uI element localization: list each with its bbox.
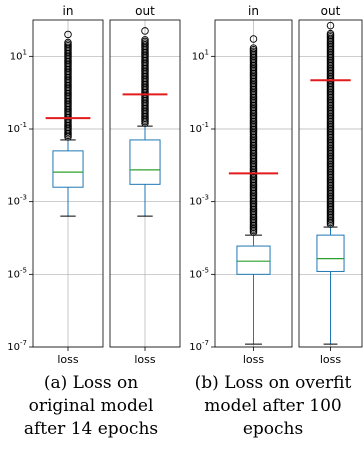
x-tick-label: loss: [243, 353, 265, 366]
x-tick-label: loss: [134, 353, 156, 366]
panel-title: out: [135, 4, 155, 18]
caption-b: (b) Loss on overfit model after 100 epoc…: [182, 372, 364, 441]
caption-a: (a) Loss on original model after 14 epoc…: [0, 372, 182, 441]
y-tick-label: 10-5: [189, 266, 209, 280]
panel-frame: [109, 19, 181, 348]
box: [129, 139, 161, 185]
y-tick-label: 10-1: [7, 121, 27, 135]
y-tick-label: 10-7: [7, 339, 27, 353]
figure-a: in loss out loss 10-7 10-5 10-3 10-1 101: [7, 4, 181, 366]
x-tick-label: loss: [57, 353, 79, 366]
outlier-point: [64, 30, 72, 39]
y-tick-label: 10-1: [189, 121, 209, 135]
caption-a-line-2: original model: [28, 396, 154, 416]
panel-out: out loss: [109, 4, 181, 366]
y-axis: 10-7 10-5 10-3 10-1 101: [189, 48, 215, 353]
outliers: [249, 35, 258, 236]
box: [52, 150, 84, 188]
figure-b: in loss out loss 10-7 10-5 10-3 10-1 101: [189, 4, 363, 366]
outliers: [326, 21, 335, 228]
panel-frame: [298, 19, 363, 348]
panel-title: in: [63, 4, 74, 18]
caption-b-line-2: model after 100: [204, 396, 342, 416]
outlier-point: [249, 44, 258, 52]
y-tick-label: 10-7: [189, 339, 209, 353]
caption-b-line-1: (b) Loss on overfit: [194, 373, 352, 393]
y-tick-label: 101: [10, 48, 27, 62]
box: [316, 234, 345, 272]
y-tick-label: 10-5: [7, 266, 27, 280]
panel-frame: [214, 19, 293, 348]
outlier-point: [141, 36, 149, 44]
panel-title: in: [248, 4, 259, 18]
outlier-point: [326, 21, 335, 30]
y-axis: 10-7 10-5 10-3 10-1 101: [7, 48, 33, 353]
panel-out: out loss: [298, 4, 363, 366]
outliers: [64, 30, 72, 141]
y-tick-label: 10-3: [189, 194, 209, 208]
panel-frame: [32, 19, 104, 348]
panel-title: out: [321, 4, 341, 18]
outliers: [141, 27, 149, 127]
outlier-point: [64, 38, 72, 47]
outlier-point: [249, 35, 258, 43]
panel-in: in loss: [214, 4, 293, 366]
caption-a-line-1: (a) Loss on: [43, 373, 139, 393]
figure: inlossoutloss10-710-510-310-1101inlossou…: [7, 4, 363, 366]
box: [236, 245, 271, 275]
y-tick-label: 101: [192, 48, 209, 62]
outlier-point: [326, 29, 335, 38]
x-tick-label: loss: [320, 353, 342, 366]
caption-b-line-3: epochs: [242, 419, 304, 439]
panel-in: in loss: [32, 4, 104, 366]
caption-a-line-3: after 14 epochs: [23, 419, 159, 439]
outlier-point: [141, 27, 149, 35]
y-tick-label: 10-3: [7, 194, 27, 208]
